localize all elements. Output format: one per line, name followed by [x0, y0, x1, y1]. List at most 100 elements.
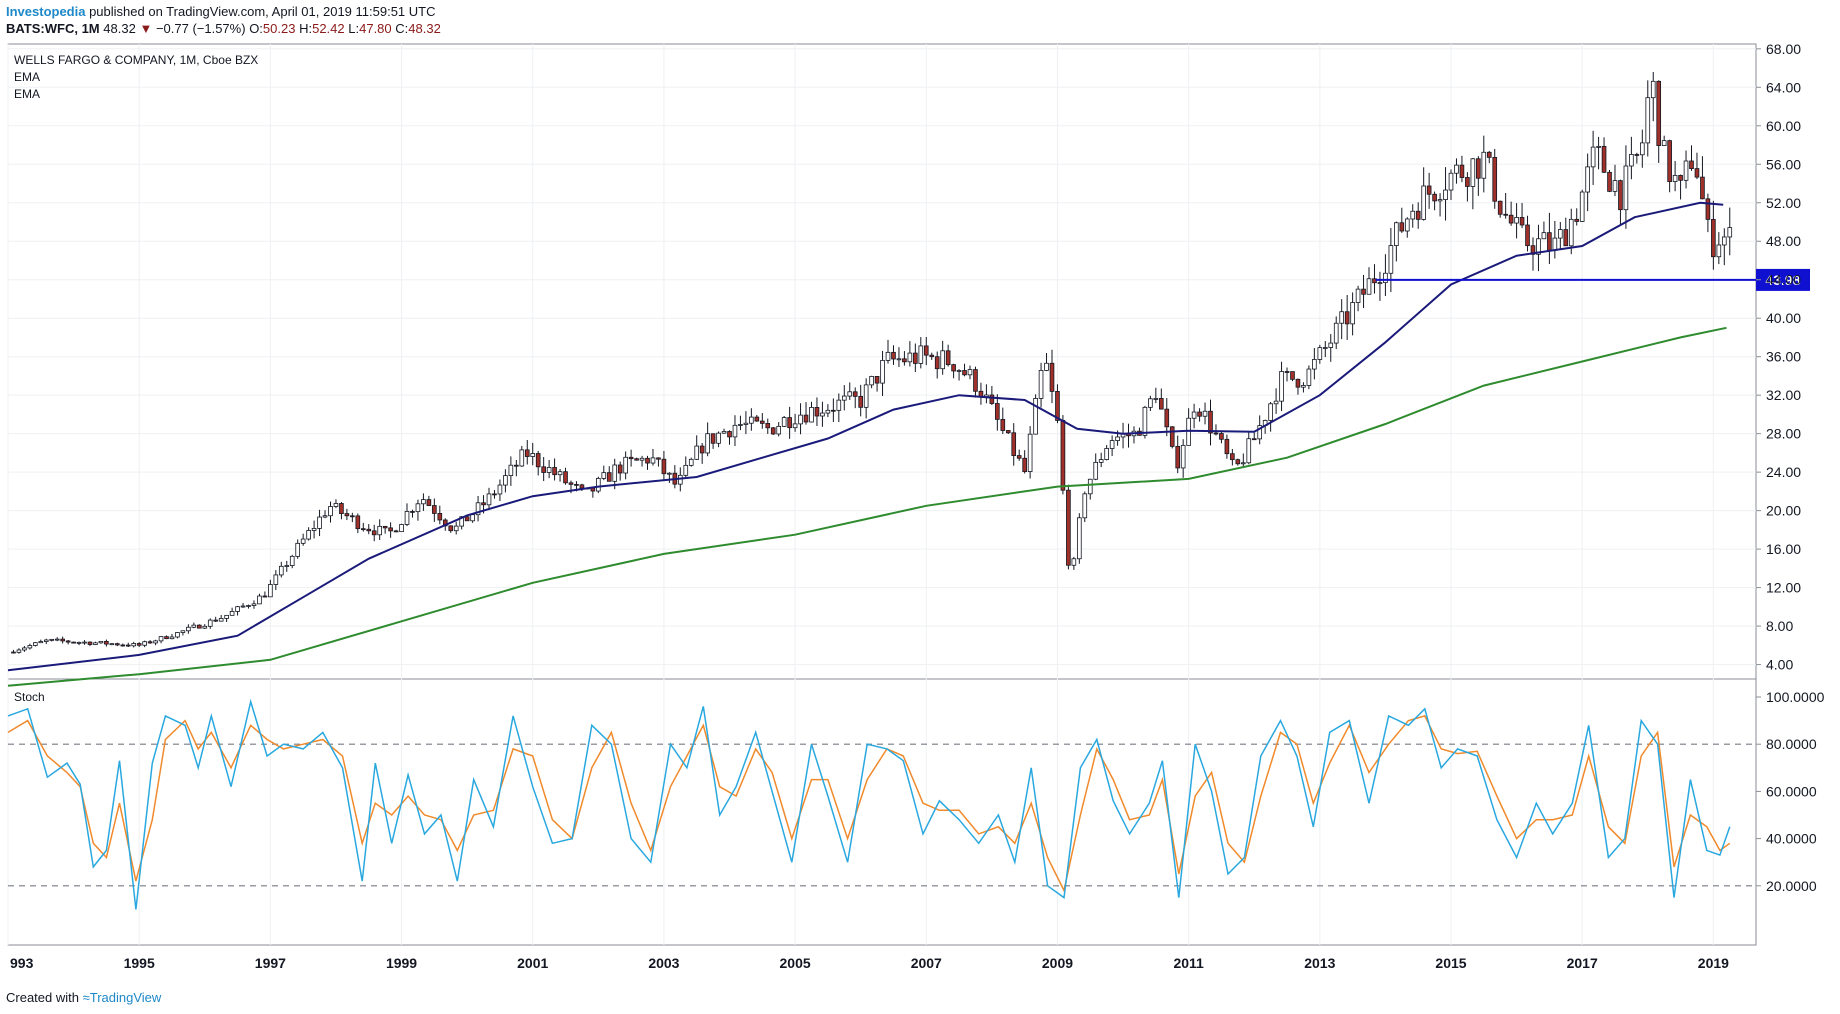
tradingview-link[interactable]: TradingView	[89, 990, 162, 1005]
candle-body	[306, 530, 311, 540]
candle-body	[76, 641, 82, 644]
candle-body	[1082, 493, 1088, 519]
candle-body	[896, 358, 902, 361]
candle-body	[639, 457, 645, 461]
candle-body	[814, 406, 820, 417]
candle-body	[43, 639, 49, 642]
candle-body	[514, 464, 519, 467]
candle-body	[470, 514, 475, 522]
candle-body	[186, 626, 191, 632]
candle-body	[1290, 371, 1295, 380]
candle-body	[268, 584, 273, 598]
candle-body	[54, 638, 60, 641]
candle-body	[246, 605, 251, 607]
candle-body	[820, 412, 825, 417]
candle-body	[852, 391, 858, 397]
candle-body	[596, 477, 601, 492]
candle-body	[93, 642, 98, 645]
close-value: 48.32	[408, 21, 441, 36]
candle-body	[923, 345, 929, 356]
support-price-label: 43.98	[1765, 272, 1800, 288]
candle-body	[1169, 426, 1175, 447]
candle-body	[1437, 199, 1443, 202]
candle-body	[1377, 282, 1383, 285]
candle-body	[1355, 288, 1361, 303]
candle-body	[809, 406, 814, 423]
time-tick-label: 2001	[517, 955, 548, 971]
ema-legend-2: EMA	[14, 87, 40, 101]
candle-body	[1481, 151, 1487, 179]
open-label: O:	[249, 21, 263, 36]
candle-body	[683, 464, 689, 476]
price-tick-label: 52.00	[1766, 195, 1801, 211]
candle-body	[1623, 165, 1629, 211]
candle-body	[1191, 411, 1197, 419]
candle-body	[716, 432, 721, 444]
grid-lines	[7, 44, 1756, 945]
candle-body	[1142, 406, 1148, 436]
stoch-tick-label: 60.0000	[1766, 783, 1817, 799]
candle-body	[1721, 236, 1727, 246]
candle-body	[1060, 420, 1066, 491]
candle-body	[164, 636, 169, 640]
candle-body	[475, 502, 481, 516]
candle-body	[404, 511, 410, 525]
candle-body	[393, 530, 399, 533]
last-price: 48.32	[103, 21, 136, 36]
candle-body	[913, 352, 918, 364]
candle-body	[951, 364, 956, 372]
candle-body	[377, 525, 382, 536]
low-value: 47.80	[359, 21, 392, 36]
candle-body	[721, 431, 727, 434]
tradingview-logo-icon[interactable]: ≈	[82, 990, 90, 1005]
candle-body	[1273, 400, 1279, 405]
price-tick-label: 16.00	[1766, 541, 1801, 557]
candle-body	[787, 417, 792, 429]
candle-body	[863, 384, 869, 408]
candle-body	[65, 640, 71, 643]
candle-body	[765, 422, 771, 429]
price-tick-label: 44.00	[1766, 272, 1801, 288]
candle-body	[371, 530, 377, 536]
candle-body	[541, 466, 546, 473]
candle-body	[727, 431, 732, 438]
candle-body	[1175, 445, 1181, 469]
candle-body	[1618, 180, 1623, 211]
candle-body	[410, 511, 415, 513]
candle-body	[1224, 438, 1230, 455]
symbol-name: BATS:WFC, 1M	[6, 21, 100, 36]
candle-body	[1683, 160, 1689, 181]
candle-body	[1639, 142, 1645, 156]
candle-body	[1579, 191, 1585, 222]
candle-body	[524, 449, 530, 457]
candle-body	[694, 445, 700, 460]
candle-body	[1322, 347, 1328, 349]
candle-body	[623, 456, 628, 474]
brand-name[interactable]: Investopedia	[6, 4, 86, 19]
candle-body	[251, 603, 257, 606]
candle-body	[743, 422, 749, 425]
candle-body	[1656, 80, 1662, 146]
candle-body	[218, 618, 224, 622]
candle-body	[1705, 198, 1711, 220]
candle-body	[858, 395, 863, 408]
candle-body	[322, 515, 328, 518]
price-tick-label: 56.00	[1766, 156, 1801, 172]
candle-body	[492, 493, 497, 496]
candle-body	[1541, 232, 1547, 240]
candle-body	[688, 458, 694, 466]
stoch-tick-label: 20.0000	[1766, 878, 1817, 894]
candle-body	[945, 350, 951, 366]
candle-body	[568, 482, 574, 485]
candle-body	[929, 354, 935, 358]
candle-body	[574, 483, 579, 486]
candle-body	[147, 641, 153, 644]
candle-body	[1536, 238, 1541, 255]
candle-body	[1284, 371, 1290, 373]
candle-body	[229, 611, 235, 616]
candle-body	[382, 525, 388, 529]
candle-body	[180, 630, 186, 633]
candle-body	[973, 369, 978, 392]
candle-body	[360, 528, 366, 531]
